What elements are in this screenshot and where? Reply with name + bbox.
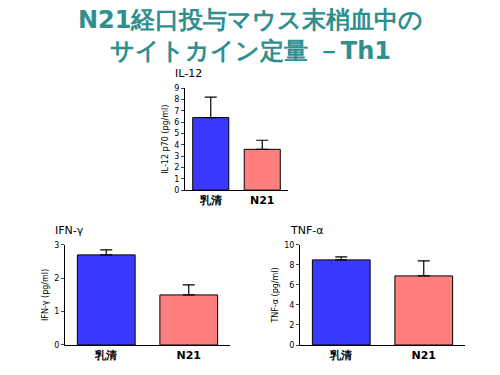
svg-text:9: 9 — [174, 84, 179, 93]
svg-text:N21経口投与マウス末梢血中のサイトカイン定量 －Th1: N21経口投与マウス末梢血中のサイトカイン定量 －Th1 — [78, 6, 423, 65]
svg-text:乳清: 乳清 — [94, 349, 117, 362]
svg-text:5: 5 — [174, 129, 179, 138]
svg-text:乳清: 乳清 — [199, 194, 222, 207]
svg-text:IL-12: IL-12 — [175, 67, 202, 80]
svg-text:N21: N21 — [250, 194, 275, 207]
svg-text:3: 3 — [174, 152, 179, 161]
svg-text:7: 7 — [174, 107, 179, 116]
svg-text:2: 2 — [289, 321, 294, 330]
svg-text:TNF-α: TNF-α — [290, 224, 324, 237]
svg-text:2: 2 — [174, 163, 179, 172]
svg-text:N21: N21 — [176, 349, 201, 362]
svg-text:IFN-γ (pg/ml): IFN-γ (pg/ml) — [41, 269, 50, 321]
svg-text:4: 4 — [174, 141, 179, 150]
svg-text:N21: N21 — [411, 349, 436, 362]
svg-text:8: 8 — [289, 261, 294, 270]
svg-text:乳清: 乳清 — [329, 349, 352, 362]
svg-text:TNF-α (pg/ml): TNF-α (pg/ml) — [271, 267, 280, 323]
svg-text:1: 1 — [54, 307, 59, 316]
svg-text:8: 8 — [174, 95, 179, 104]
svg-text:4: 4 — [289, 301, 294, 310]
svg-text:IL-12 p70 (pg/ml): IL-12 p70 (pg/ml) — [161, 105, 170, 174]
svg-text:0: 0 — [174, 186, 179, 195]
svg-text:3: 3 — [54, 241, 59, 250]
svg-text:0: 0 — [289, 341, 294, 350]
svg-text:0: 0 — [54, 341, 59, 350]
svg-text:IFN-γ: IFN-γ — [55, 224, 84, 237]
svg-text:1: 1 — [174, 175, 179, 184]
svg-text:2: 2 — [54, 274, 59, 283]
svg-text:6: 6 — [174, 118, 179, 127]
svg-text:6: 6 — [289, 281, 294, 290]
svg-text:10: 10 — [284, 241, 294, 250]
